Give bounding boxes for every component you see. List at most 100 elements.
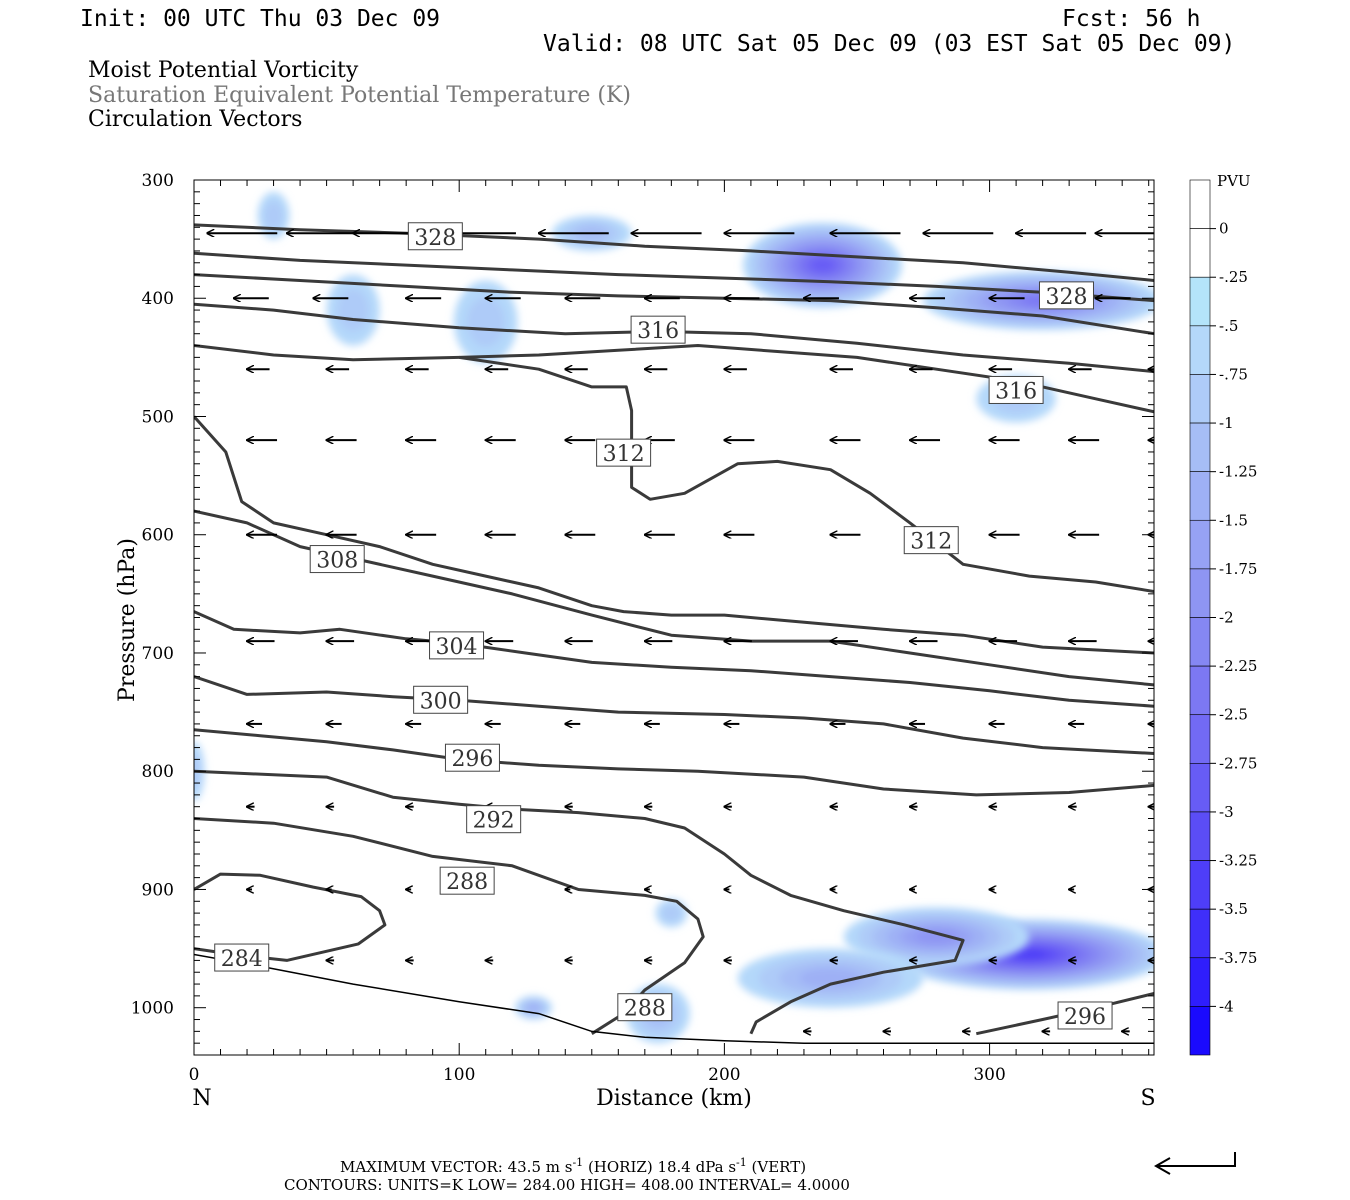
mpv-blob-7 xyxy=(453,280,518,364)
colorbar-swatch xyxy=(1189,374,1211,424)
colorbar-label: -2.75 xyxy=(1219,754,1257,772)
colorbar-label: -3.5 xyxy=(1219,900,1248,918)
colorbar-swatch xyxy=(1189,763,1211,813)
terrain-profile xyxy=(194,953,1154,1044)
svg-text:292: 292 xyxy=(473,809,515,834)
theta-contour-328 xyxy=(194,251,1154,303)
svg-text:296: 296 xyxy=(1064,1005,1106,1030)
mpv-shade-level xyxy=(264,201,284,230)
y-tick-label: 500 xyxy=(142,407,174,427)
colorbar-label: -2 xyxy=(1219,609,1234,627)
svg-text:328: 328 xyxy=(1045,285,1087,310)
mpv-shade-level xyxy=(915,929,958,944)
mpv-blob-0 xyxy=(742,222,903,308)
mpv-shade-level xyxy=(466,297,505,347)
colorbar-label: -2.25 xyxy=(1219,657,1257,675)
theta-contours xyxy=(194,223,1154,1036)
x-tick-label: 300 xyxy=(973,1065,1005,1085)
plot-area: 284 288 288 292 296 296 300 304 308 312 312 316 316 3… xyxy=(131,171,1155,1085)
valid-time: Valid: 08 UTC Sat 05 Dec 09 (03 EST Sat … xyxy=(543,31,1235,57)
colorbar-swatch xyxy=(1189,471,1211,521)
contour-label-300: 300 xyxy=(413,685,469,714)
svg-text:312: 312 xyxy=(910,530,952,555)
theta-contour-300 xyxy=(194,675,1154,755)
colorbar-title: PVU xyxy=(1217,172,1251,190)
contour-label-284: 284 xyxy=(214,943,270,972)
contour-label-288: 288 xyxy=(617,993,673,1022)
forecast-hour: Fcst: 56 h xyxy=(1062,6,1200,32)
field-title-vectors: Circulation Vectors xyxy=(88,107,302,132)
contour-label-292: 292 xyxy=(466,805,522,834)
colorbar-label: -1.25 xyxy=(1219,463,1257,481)
svg-text:304: 304 xyxy=(436,635,478,660)
svg-text:288: 288 xyxy=(446,870,488,895)
reference-vector-head xyxy=(1153,1157,1171,1175)
colorbar-label: -1 xyxy=(1219,414,1234,432)
mpv-blob-12 xyxy=(655,898,688,928)
svg-text:312: 312 xyxy=(603,442,645,467)
contours-note: CONTOURS: UNITS=K LOW= 284.00 HIGH= 408.… xyxy=(284,1176,850,1194)
colorbar-label: -.25 xyxy=(1219,268,1248,286)
colorbar-swatch xyxy=(1189,860,1211,910)
svg-text:316: 316 xyxy=(995,379,1037,404)
field-title-thetaes: Saturation Equivalent Potential Temperat… xyxy=(88,83,631,108)
contour-label-328: 328 xyxy=(1038,281,1094,310)
mpv-shade-level xyxy=(1012,950,1046,959)
colorbar-swatch xyxy=(1189,179,1211,229)
mpv-shade-level xyxy=(661,904,681,922)
colorbar-label: -3.75 xyxy=(1219,949,1257,967)
y-tick-label: 1000 xyxy=(131,999,174,1019)
colorbar-swatch xyxy=(1189,908,1211,959)
x-axis-title: Distance (km) xyxy=(596,1086,752,1111)
colorbar-label: -4 xyxy=(1219,997,1234,1015)
colorbar-swatch xyxy=(1189,811,1211,861)
colorbar-swatch xyxy=(1189,617,1211,667)
x-end-label-right: S xyxy=(1140,1086,1155,1111)
contour-label-296: 296 xyxy=(444,743,500,772)
contour-label-312: 312 xyxy=(596,438,652,467)
colorbar-swatch xyxy=(1189,957,1211,1007)
contour-labels: 284 288 288 292 296 296 300 304 308 312 312 316 316 3… xyxy=(214,222,1113,1030)
y-tick-label: 800 xyxy=(142,762,174,782)
y-axis-title: Pressure (hPa) xyxy=(115,538,140,702)
colorbar-swatch xyxy=(1189,714,1211,764)
x-tick-label: 100 xyxy=(443,1065,475,1085)
svg-text:316: 316 xyxy=(637,319,679,344)
theta-contour-308 xyxy=(194,509,1154,687)
colorbar-label: -1.75 xyxy=(1219,560,1257,578)
y-tick-label: 400 xyxy=(142,289,174,309)
colorbar-label: -2.5 xyxy=(1219,706,1248,724)
theta-contour-312 xyxy=(194,415,1154,655)
contour-label-312: 312 xyxy=(903,526,959,555)
y-tick-label: 600 xyxy=(142,526,174,546)
colorbar-swatch xyxy=(1189,519,1211,570)
colorbar-swatch xyxy=(1189,568,1211,618)
mpv-shade-level xyxy=(337,288,370,332)
theta-contour-unlabeled xyxy=(194,273,1154,336)
contour-label-288: 288 xyxy=(439,866,495,895)
contour-label-316: 316 xyxy=(988,375,1044,404)
mpv-blob-4 xyxy=(737,948,924,1008)
mpv-shade-level xyxy=(811,259,834,272)
svg-text:296: 296 xyxy=(451,747,493,772)
colorbar-label: 0 xyxy=(1219,220,1229,238)
init-time: Init: 00 UTC Thu 03 Dec 09 xyxy=(80,6,440,32)
theta-contour-296 xyxy=(194,728,1154,797)
mpv-shade-level xyxy=(799,968,862,988)
colorbar: PVU 0 -.25 -.5 -.75 -1 -1.25 -1.5 -1.75 -2 -2.25 -… xyxy=(1189,172,1257,1056)
colorbar-label: -3 xyxy=(1219,803,1234,821)
colorbar-label: -3.25 xyxy=(1219,852,1257,870)
contour-label-316: 316 xyxy=(630,315,686,344)
mpv-shade-level xyxy=(527,1003,540,1012)
y-tick-label: 700 xyxy=(142,644,174,664)
field-title-mpv: Moist Potential Vorticity xyxy=(88,58,359,83)
svg-text:328: 328 xyxy=(414,226,456,251)
contour-label-296: 296 xyxy=(1057,1001,1113,1030)
contour-label-308: 308 xyxy=(309,545,365,574)
colorbar-swatch xyxy=(1189,276,1211,327)
max-vector-note: MAXIMUM VECTOR: 43.5 m s-1 (HORIZ) 18.4 … xyxy=(340,1156,806,1176)
axis-ticks: 0 100 200 300 300 400 500 600 700 800 900 1000 xyxy=(131,171,1154,1085)
svg-text:288: 288 xyxy=(624,997,666,1022)
colorbar-swatch xyxy=(1189,325,1211,375)
